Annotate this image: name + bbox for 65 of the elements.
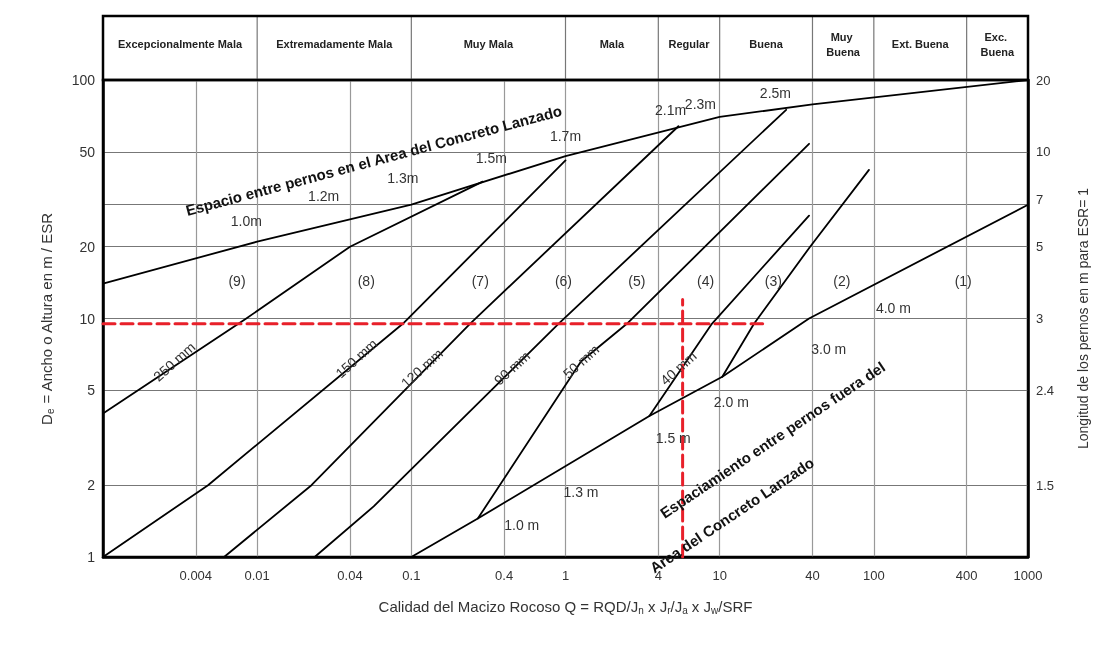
annotation: 2.5m xyxy=(759,85,791,102)
x-tick-label: 0.01 xyxy=(244,568,270,583)
category-label: 10 xyxy=(1036,144,1051,160)
text: Mala xyxy=(599,38,626,50)
category-label: 7 xyxy=(1036,191,1044,207)
text: Buena xyxy=(749,38,783,50)
annotation: 1.7m xyxy=(549,128,582,145)
annotation: (9) xyxy=(228,273,246,290)
annotation: (2) xyxy=(833,273,851,290)
y-axis-title: De = Ancho o Altura en m / ESR xyxy=(37,212,56,425)
text: Exc. Buena xyxy=(980,30,1016,58)
category-label: 2.4 xyxy=(1036,382,1055,398)
annotation: 1.3m xyxy=(387,169,419,186)
text: Muy Mala xyxy=(463,38,515,50)
annotation: 250 mm xyxy=(150,338,199,385)
annotation: 2.0 m xyxy=(713,394,749,411)
y-tick-label: 1 xyxy=(87,549,96,565)
annotation: 4.0 m xyxy=(875,299,911,316)
category-label: 3 xyxy=(1036,311,1044,326)
x-tick-label: 10 xyxy=(712,568,727,583)
x-tick-label: 1000 xyxy=(1013,568,1043,583)
annotation: 1.0 m xyxy=(504,517,540,534)
x-tick-label: 100 xyxy=(862,568,885,583)
y2-axis-title: Longitud de los pernos en m para ESR= 1 xyxy=(1075,187,1091,450)
text: Regular xyxy=(668,38,711,50)
annotation: 1.2m xyxy=(308,188,340,205)
annotation: 1.5 m xyxy=(655,430,691,447)
y-tick-label: 50 xyxy=(79,143,96,160)
annotation: 40 mm xyxy=(657,347,700,389)
x-tick-label: 0.004 xyxy=(179,568,213,583)
annotation: (1) xyxy=(954,273,972,290)
y-tick-label: 2 xyxy=(87,477,96,494)
annotation: 50 mm xyxy=(559,341,603,382)
annotation: 90 mm xyxy=(490,347,534,389)
annotation: (4) xyxy=(697,273,715,290)
annotation: 1.0m xyxy=(230,213,262,230)
category-label: 20 xyxy=(1036,72,1051,88)
annotation: 1.5m xyxy=(475,150,507,167)
y-tick-label: 10 xyxy=(79,310,96,327)
text: Buena xyxy=(826,45,861,58)
y-tick-label: 100 xyxy=(71,72,96,88)
text: Muy xyxy=(830,30,853,43)
annotation: (5) xyxy=(628,273,646,290)
annotation: (6) xyxy=(554,273,573,290)
annotation: (7) xyxy=(471,273,489,290)
text: Ext. Buena xyxy=(891,38,950,50)
x-tick-label: 0.1 xyxy=(402,568,421,583)
annotation: 2.1m xyxy=(654,101,687,118)
x-tick-label: 400 xyxy=(955,568,978,583)
y-tick-label: 20 xyxy=(79,238,96,255)
x-tick-label: 1 xyxy=(561,568,570,583)
annotation: (8) xyxy=(357,273,375,290)
text: Excepcionalmente Mala xyxy=(118,38,244,50)
annotation: 150 mm xyxy=(332,335,381,382)
annotation: 1.3 m xyxy=(563,484,599,501)
y-tick-label: 5 xyxy=(87,382,96,399)
category-label: 1.5 xyxy=(1036,477,1055,493)
x-tick-label: 40 xyxy=(805,568,820,583)
annotation: 120 mm xyxy=(397,345,446,391)
x-tick-label: 0.04 xyxy=(337,568,363,583)
annotation: 3.0 m xyxy=(811,340,847,357)
category-label: 5 xyxy=(1036,239,1044,255)
x-tick-label: 0.4 xyxy=(495,568,514,583)
text: Extremadamente Mala xyxy=(276,38,394,50)
annotation: (3) xyxy=(764,273,782,290)
